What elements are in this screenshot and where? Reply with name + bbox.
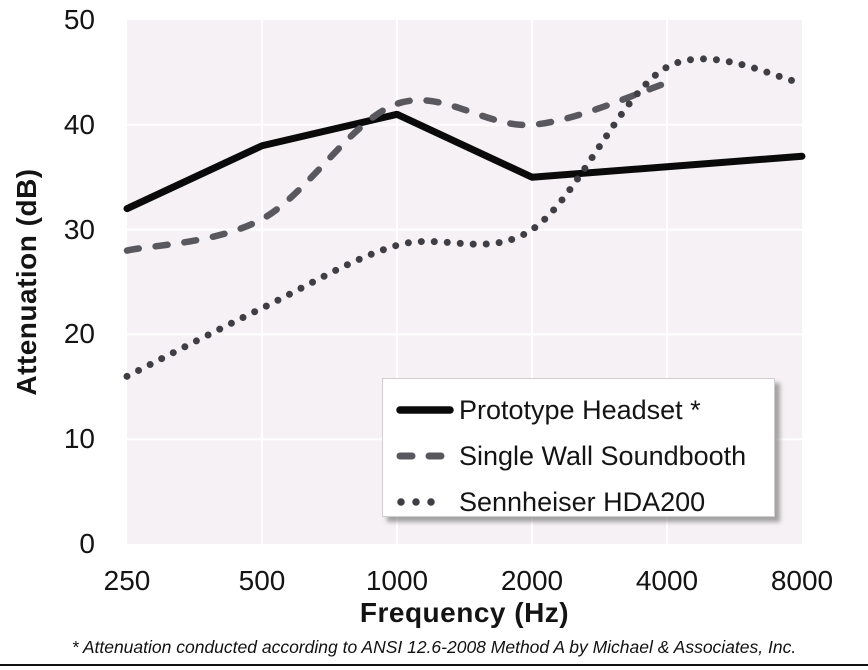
legend-line-sample [397,498,450,506]
y-axis-title-text: Attenuation (dB) [11,168,42,396]
legend-line-sample [396,406,454,414]
x-axis-title: Frequency (Hz) [359,597,570,628]
series-line-sennheiser-hda200 [123,55,806,380]
legend-label: Single Wall Soundbooth [459,440,747,471]
x-axis-tick-label: 2000 [500,565,564,596]
legend-line-sample [396,452,450,460]
x-axis-tick-label: 500 [238,565,286,596]
legend-label: Prototype Headset * [459,394,701,425]
bottom-border-line [0,664,868,666]
y-axis-tick-label: 50 [63,4,95,35]
legend-item: Prototype Headset * [396,387,774,433]
x-axis-tick-label: 1000 [365,565,429,596]
legend: Prototype Headset * Single Wall Soundboot… [382,378,775,517]
legend-item: Sennheiser HDA200 [397,479,774,525]
y-axis-tick-label: 0 [79,528,95,559]
footnote: * Attenuation conducted according to ANS… [71,637,797,657]
series-line-single-wall-soundbooth [123,79,671,254]
legend-item: Single Wall Soundbooth [396,433,774,479]
x-axis-tick-label: 250 [103,565,151,596]
x-axis-tick-label: 8000 [770,565,834,596]
legend-label: Sennheiser HDA200 [459,486,706,517]
x-axis-tick-label: 4000 [635,565,699,596]
y-axis-tick-label: 10 [63,423,95,455]
y-axis-tick-label: 30 [63,213,95,245]
y-axis-tick-label: 20 [63,318,95,350]
y-axis-tick-label: 40 [63,108,95,140]
series-line-prototype-headset [123,110,806,213]
